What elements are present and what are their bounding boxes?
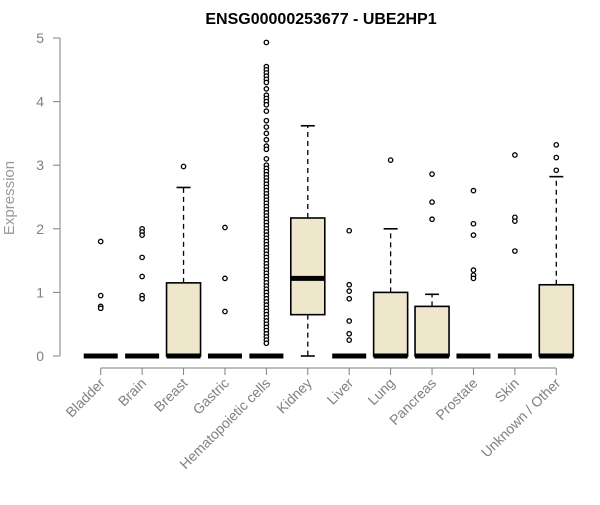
- x-tick-label: Brain: [115, 375, 149, 409]
- box-group: [372, 157, 409, 359]
- box-group: [497, 152, 532, 359]
- outlier-point: [222, 275, 228, 282]
- box-group: [125, 225, 160, 359]
- outlier-point: [263, 340, 270, 347]
- outlier-point: [470, 275, 477, 282]
- outlier-point: [346, 288, 353, 294]
- outlier-point: [263, 39, 270, 46]
- outlier-point: [222, 224, 228, 231]
- outlier-point: [512, 218, 518, 225]
- outlier-point: [263, 130, 270, 137]
- outlier-point: [263, 117, 270, 124]
- box-group: [207, 224, 242, 359]
- outlier-point: [263, 79, 270, 86]
- outlier-point: [263, 108, 270, 114]
- outlier-point: [553, 154, 560, 161]
- outlier-point: [346, 227, 353, 234]
- x-tick-label: Prostate: [432, 375, 480, 423]
- outlier-point: [263, 136, 270, 143]
- x-tick-label: Breast: [151, 375, 191, 415]
- y-tick-label: 1: [36, 284, 44, 300]
- box: [538, 283, 575, 357]
- outlier-point: [346, 330, 353, 337]
- outlier-point: [263, 124, 270, 130]
- x-tick-label: Kidney: [273, 375, 315, 417]
- y-tick-label: 0: [36, 348, 44, 364]
- outlier-point: [553, 141, 560, 148]
- box: [414, 305, 450, 357]
- x-tick-label: Skin: [491, 375, 522, 406]
- box-group: [289, 124, 326, 357]
- outlier-point: [346, 281, 353, 288]
- chart-title: ENSG00000253677 - UBE2HP1: [205, 11, 436, 28]
- outlier-point: [429, 216, 435, 223]
- box: [289, 217, 326, 316]
- outlier-point: [429, 199, 435, 205]
- outlier-point: [470, 232, 477, 239]
- outlier-point: [263, 86, 270, 92]
- outlier-point: [263, 155, 270, 162]
- outlier-point: [139, 254, 145, 261]
- outlier-point: [97, 238, 104, 245]
- y-tick-label: 2: [36, 221, 44, 237]
- box-group: [456, 187, 491, 359]
- outlier-point: [97, 292, 104, 299]
- outlier-point: [222, 308, 228, 315]
- outlier-point: [180, 163, 187, 170]
- box-group: [538, 141, 575, 359]
- outlier-point: [139, 232, 145, 239]
- outlier-point: [97, 305, 104, 312]
- box-group: [165, 163, 202, 359]
- box-group: [332, 227, 367, 359]
- x-tick-label: Liver: [324, 375, 357, 408]
- outlier-point: [139, 273, 145, 280]
- y-tick-label: 4: [36, 94, 44, 110]
- outlier-point: [263, 101, 270, 108]
- outlier-point: [346, 295, 353, 302]
- x-tick-label: Bladder: [62, 375, 108, 421]
- y-tick-label: 5: [36, 30, 44, 46]
- y-axis: 0 1 2 3 4 5: [36, 30, 61, 364]
- box-group: [414, 171, 450, 359]
- outlier-point: [387, 157, 394, 163]
- outlier-point: [512, 152, 518, 158]
- box: [165, 282, 202, 357]
- box-group: [249, 39, 284, 359]
- x-tick-label: Lung: [364, 375, 397, 408]
- outlier-point: [346, 337, 353, 343]
- y-axis-label: Expression: [1, 161, 18, 235]
- outlier-point: [470, 187, 477, 194]
- y-tick-label: 3: [36, 157, 44, 173]
- plot-area: [83, 39, 575, 359]
- box-group: [83, 238, 118, 359]
- outlier-point: [470, 220, 477, 227]
- outlier-point: [139, 295, 145, 302]
- outlier-point: [263, 146, 270, 153]
- outlier-point: [429, 171, 435, 177]
- outlier-point: [346, 318, 353, 324]
- outlier-point: [553, 167, 560, 174]
- x-tick-label: Unknown / Other: [478, 375, 564, 461]
- outlier-point: [470, 267, 477, 273]
- box: [372, 291, 409, 357]
- outlier-point: [512, 248, 518, 254]
